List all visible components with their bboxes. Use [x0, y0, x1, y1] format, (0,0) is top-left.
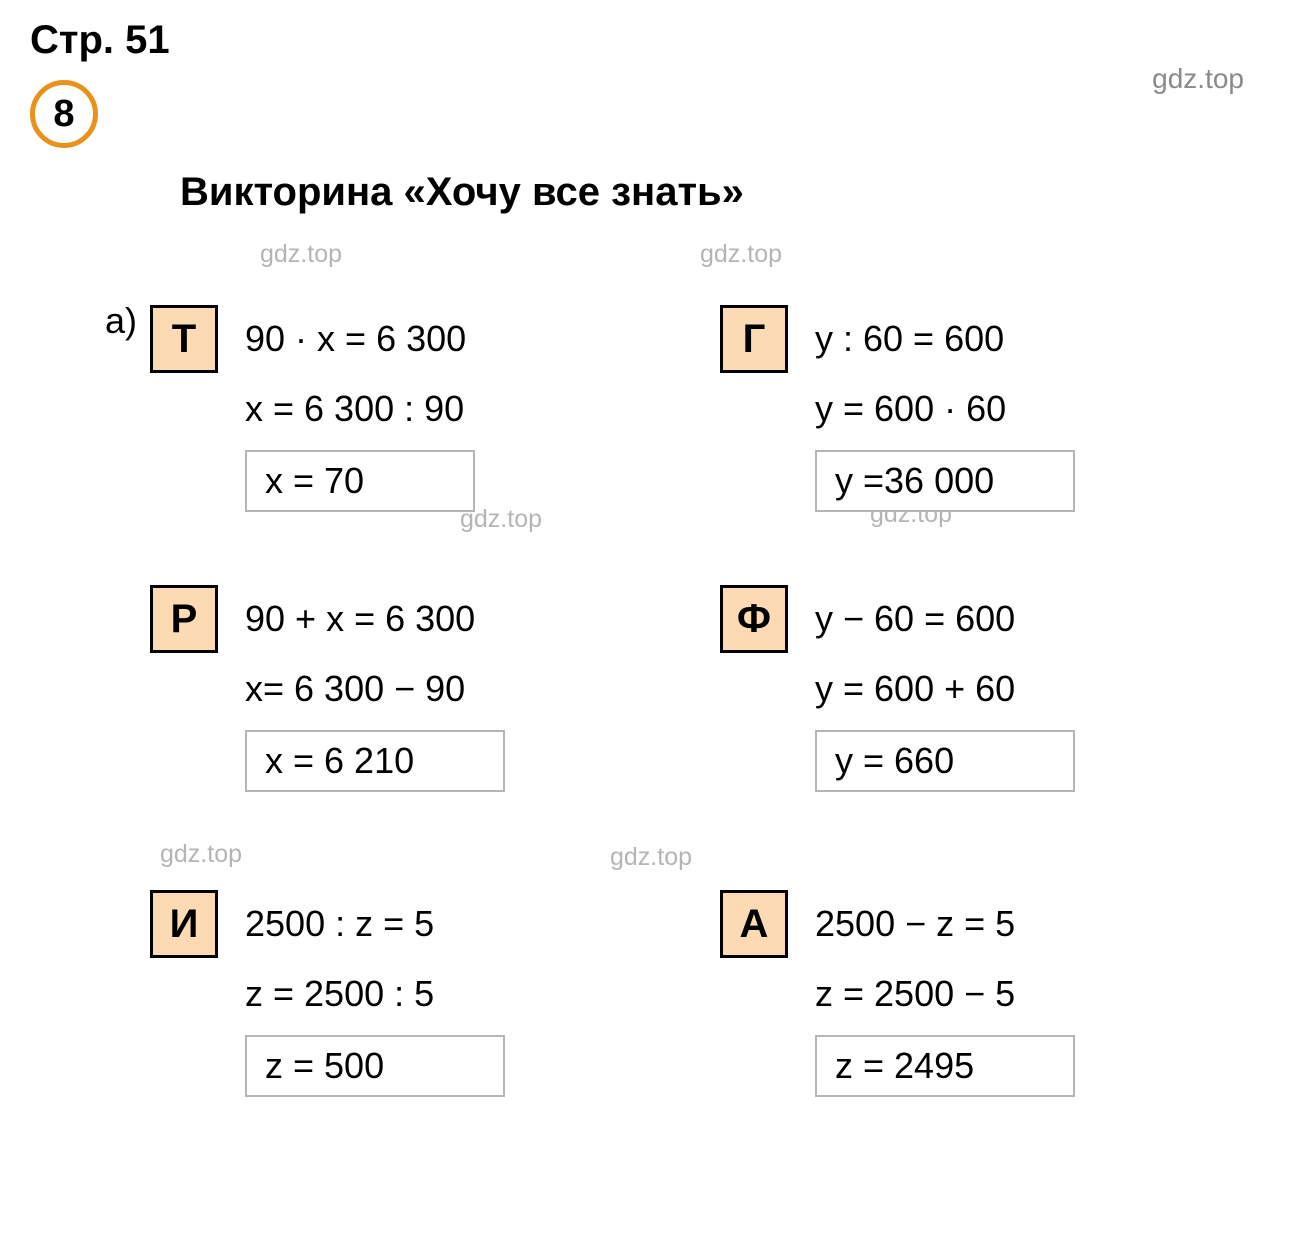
equation-line: 90 · x = 6 300	[245, 318, 466, 360]
equation-line: 90 + x = 6 300	[245, 598, 475, 640]
equation-line: 2500 : z = 5	[245, 903, 434, 945]
letter-box-i: И	[150, 890, 218, 958]
answer-box: x = 70	[245, 450, 475, 512]
equation-line: y − 60 = 600	[815, 598, 1015, 640]
page-label: Стр. 51	[30, 18, 170, 63]
section-label: а)	[105, 300, 137, 342]
watermark-grey: gdz.top	[260, 240, 342, 269]
equation-line: 2500 − z = 5	[815, 903, 1015, 945]
equation-line: x = 6 300 : 90	[245, 388, 464, 430]
equation-line: y = 600 + 60	[815, 668, 1015, 710]
equation-line: x= 6 300 − 90	[245, 668, 465, 710]
letter-box-a: А	[720, 890, 788, 958]
letter-box-r: Р	[150, 585, 218, 653]
answer-box: z = 500	[245, 1035, 505, 1097]
equation-line: y = 600 · 60	[815, 388, 1006, 430]
answer-box: y =36 000	[815, 450, 1075, 512]
letter-box-f: Ф	[720, 585, 788, 653]
answer-box: x = 6 210	[245, 730, 505, 792]
equation-line: z = 2500 : 5	[245, 973, 434, 1015]
problem-number-circle: 8	[30, 80, 98, 148]
problem-number: 8	[53, 93, 74, 136]
watermark-grey: gdz.top	[160, 840, 242, 869]
watermark-grey: gdz.top	[700, 240, 782, 269]
watermark-grey: gdz.top	[610, 843, 692, 872]
quiz-title: Викторина «Хочу все знать»	[180, 170, 744, 215]
answer-box: z = 2495	[815, 1035, 1075, 1097]
answer-box: y = 660	[815, 730, 1075, 792]
watermark-top: gdz.top	[1152, 63, 1244, 95]
letter-box-t: Т	[150, 305, 218, 373]
equation-line: z = 2500 − 5	[815, 973, 1015, 1015]
equation-line: y : 60 = 600	[815, 318, 1004, 360]
letter-box-g: Г	[720, 305, 788, 373]
